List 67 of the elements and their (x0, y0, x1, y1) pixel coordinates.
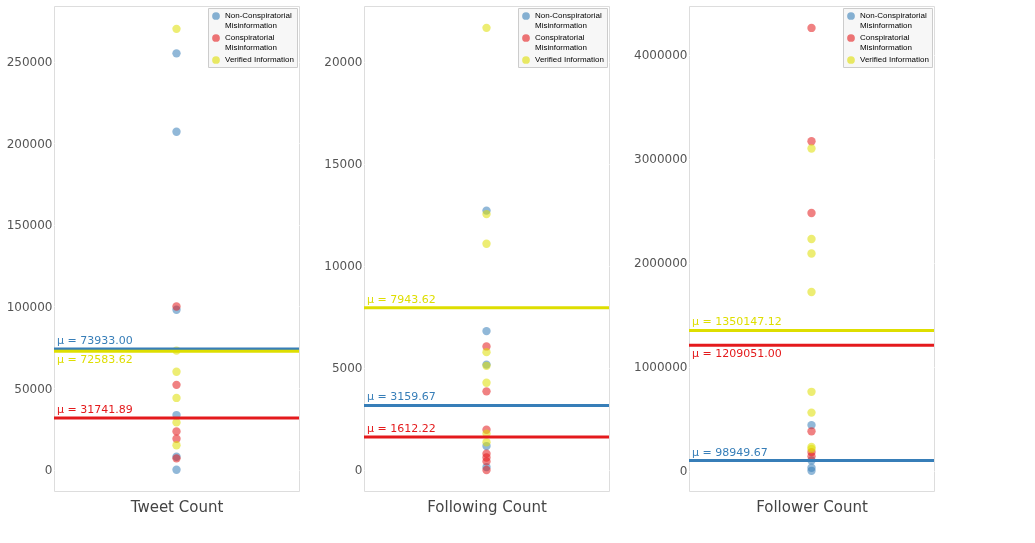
point (482, 209, 491, 219)
y-tick-label: 250000 (6, 55, 53, 70)
x-tick-label: Follower Count (756, 497, 868, 516)
ref-line-label: μ = 31741.89 (57, 402, 133, 416)
point (807, 408, 816, 417)
legend-label: Verified Information (535, 55, 604, 64)
point (172, 49, 181, 58)
point (482, 23, 491, 33)
ref-line-label: μ = 1612.22 (367, 422, 436, 436)
point (172, 367, 181, 376)
point (807, 234, 816, 244)
y-tick-label: 3000000 (634, 152, 688, 167)
point (482, 457, 491, 466)
legend-label: Non-Conspiratorial Misinformation (535, 11, 602, 30)
y-tick-label: 1000000 (634, 360, 688, 375)
point (172, 393, 181, 403)
ref-line-label: μ = 1209051.00 (692, 347, 782, 361)
point (482, 347, 491, 357)
point (807, 427, 816, 436)
y-tick-label: 0 (44, 463, 53, 478)
legend-label: Conspiratorial Misinformation (225, 33, 278, 52)
point (807, 144, 816, 153)
legend-label: Verified Information (860, 55, 929, 64)
y-tick-label: 10000 (324, 259, 363, 274)
legend-label: Verified Information (225, 55, 294, 64)
x-tick-label: Tweet Count (129, 497, 224, 516)
y-tick-label: 50000 (14, 381, 53, 396)
point (172, 465, 181, 474)
point (172, 24, 181, 34)
point (172, 427, 181, 436)
ref-line-label: μ = 1350147.12 (692, 315, 782, 329)
point (172, 441, 181, 450)
point (807, 466, 816, 476)
point (172, 380, 181, 390)
point (482, 326, 491, 336)
x-tick-label: Following Count (427, 497, 547, 516)
legend-label: Conspiratorial Misinformation (860, 33, 913, 52)
point (807, 208, 816, 218)
y-tick-label: 100000 (6, 299, 53, 314)
ref-line-label: μ = 3159.67 (367, 390, 436, 404)
ref-line-label: μ = 73933.00 (57, 334, 133, 348)
point (807, 387, 816, 396)
y-tick-label: 0 (354, 463, 363, 478)
point (172, 127, 181, 136)
y-tick-label: 0 (679, 464, 688, 479)
legend-label: Non-Conspiratorial Misinformation (225, 11, 292, 30)
point (807, 287, 816, 297)
legend-label: Non-Conspiratorial Misinformation (860, 11, 927, 30)
ref-line-label: μ = 7943.62 (367, 292, 436, 306)
point (482, 438, 491, 447)
ref-line-label: μ = 72583.62 (57, 353, 133, 367)
y-tick-label: 2000000 (634, 256, 688, 271)
y-tick-label: 200000 (6, 136, 53, 151)
point (482, 387, 491, 396)
y-tick-label: 15000 (324, 157, 363, 172)
point (807, 249, 816, 258)
point (172, 418, 181, 427)
point (807, 137, 816, 146)
point (482, 239, 491, 248)
y-tick-label: 150000 (6, 218, 53, 233)
point (482, 378, 491, 387)
point (807, 23, 816, 33)
y-tick-label: 4000000 (634, 48, 688, 63)
y-tick-label: 20000 (324, 55, 363, 70)
ref-line-label: μ = 98949.67 (692, 445, 768, 459)
legend-label: Conspiratorial Misinformation (535, 33, 588, 52)
y-tick-label: 5000 (331, 361, 363, 376)
